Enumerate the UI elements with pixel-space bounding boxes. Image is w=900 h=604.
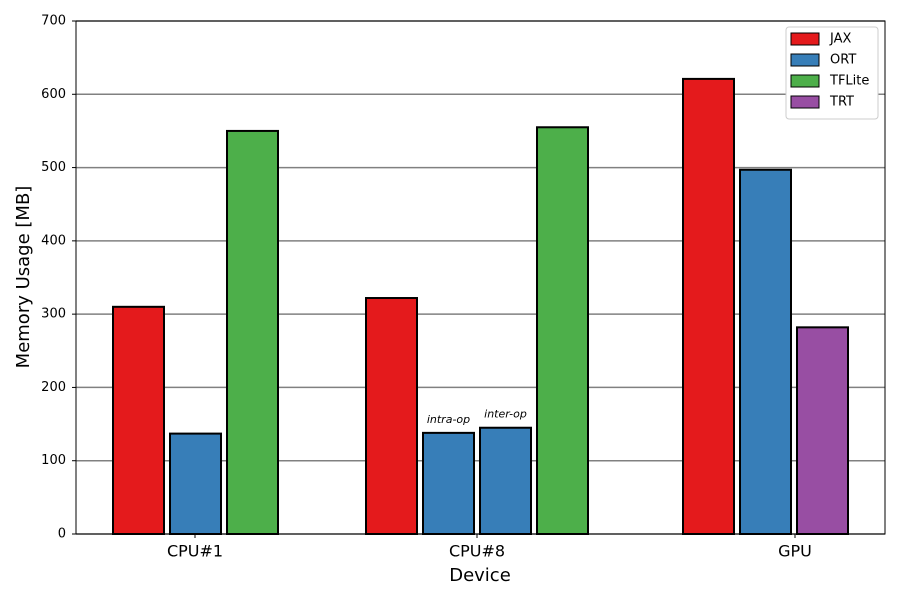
bar-annotation: inter-op bbox=[484, 408, 527, 421]
legend-label: TRT bbox=[829, 95, 854, 110]
x-tick-label: CPU#1 bbox=[167, 542, 223, 561]
legend-label: TFLite bbox=[829, 74, 869, 89]
y-tick-label: 0 bbox=[58, 527, 66, 542]
bar bbox=[796, 326, 849, 535]
y-tick-label: 300 bbox=[41, 307, 66, 322]
bar bbox=[682, 77, 735, 535]
plot-frame bbox=[75, 20, 886, 535]
bar bbox=[536, 126, 589, 535]
legend-swatch bbox=[790, 32, 820, 46]
bar bbox=[365, 297, 418, 535]
legend-swatch bbox=[790, 53, 820, 67]
bar bbox=[169, 432, 222, 535]
legend-label: JAX bbox=[829, 32, 851, 47]
y-tick-label: 200 bbox=[41, 380, 66, 395]
bar bbox=[226, 129, 279, 536]
legend-swatch bbox=[790, 95, 820, 109]
bar-annotation: intra-op bbox=[427, 413, 470, 426]
x-tick-label: GPU bbox=[778, 542, 812, 561]
y-tick-label: 700 bbox=[41, 14, 66, 29]
legend-swatch bbox=[790, 74, 820, 88]
y-tick-label: 600 bbox=[41, 87, 66, 102]
bar bbox=[739, 168, 792, 536]
bar bbox=[422, 431, 475, 536]
x-axis-label: Device bbox=[449, 565, 511, 586]
y-tick-label: 400 bbox=[41, 233, 66, 248]
legend-label: ORT bbox=[830, 53, 856, 68]
x-tick-label: CPU#8 bbox=[449, 542, 505, 561]
bar bbox=[112, 305, 165, 536]
bar bbox=[479, 426, 532, 535]
y-axis-label: Memory Usage [MB] bbox=[13, 186, 34, 369]
y-tick-label: 100 bbox=[41, 453, 66, 468]
y-tick-label: 500 bbox=[41, 160, 66, 175]
